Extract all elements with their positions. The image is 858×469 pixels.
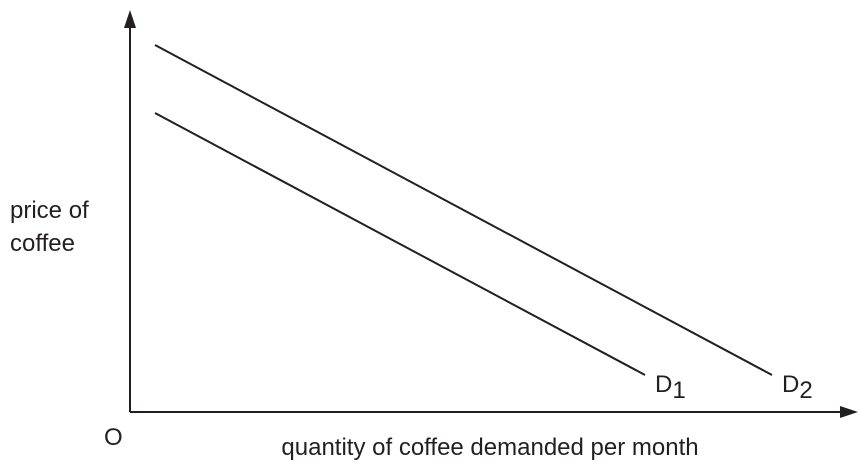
origin-label: O (104, 424, 123, 451)
demand-curve-2 (154, 44, 773, 376)
demand-curve-1 (154, 112, 646, 376)
x-axis-label: quantity of coffee demanded per month (281, 434, 698, 461)
curve-subscript: 2 (799, 377, 812, 404)
y-axis-label: price of (10, 197, 89, 224)
x-axis-arrow (840, 406, 858, 418)
curve-label: D2 (782, 371, 813, 404)
curve-label: D1 (655, 371, 686, 404)
y-axis-arrow (124, 10, 136, 28)
y-axis-label: coffee (10, 230, 75, 257)
curve-subscript: 1 (672, 377, 685, 404)
curve-letter: D (782, 371, 799, 398)
curve-letter: D (655, 371, 672, 398)
